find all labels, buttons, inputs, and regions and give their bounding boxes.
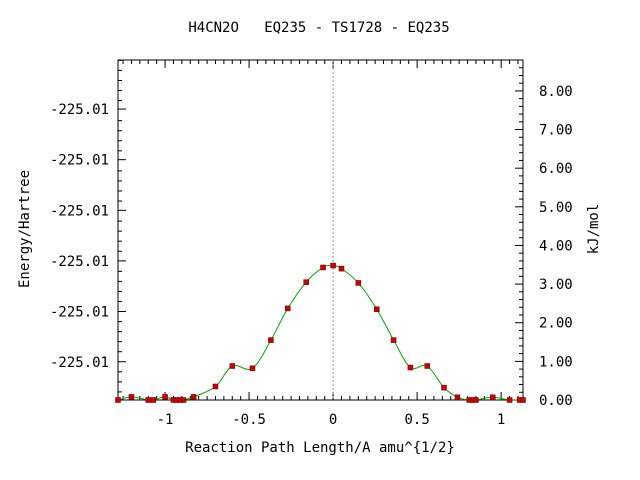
x-axis-label: Reaction Path Length/A amu^{1/2} — [185, 440, 455, 456]
data-point-marker — [212, 383, 219, 390]
y1-tick-label: -225.01 — [50, 102, 109, 118]
data-point-marker — [390, 337, 397, 343]
data-point-marker — [180, 397, 187, 403]
x-tick-label: 1 — [497, 412, 505, 428]
y-axis-label: Energy/Hartree — [17, 170, 33, 288]
data-point-marker — [145, 397, 151, 403]
y2-tick-label: 3.00 — [539, 277, 573, 293]
y2-tick-label: 0.00 — [539, 393, 573, 409]
y2-tick-label: 2.00 — [539, 316, 573, 332]
data-point-marker — [303, 279, 309, 285]
data-point-marker — [128, 394, 135, 400]
y2-tick-label: 1.00 — [539, 354, 573, 370]
y2-tick-label: 7.00 — [539, 123, 573, 139]
data-point-marker — [424, 363, 430, 369]
data-point-marker — [249, 365, 256, 372]
data-point-marker — [454, 394, 461, 401]
y1-tick-label: -225.01 — [50, 305, 109, 321]
y2-axis-label: kJ/mol — [586, 204, 602, 255]
x-tick-label: -1 — [157, 412, 174, 428]
x-tick-label: -0.5 — [232, 412, 266, 428]
chart-title: H4CN2O EQ235 - TS1728 - EQ235 — [188, 20, 449, 36]
axes-layer: -1 -0.5 0 0.5 1 0.00 1.00 2.00 3.00 4.00 5.00 6.00 7… — [50, 59, 573, 428]
data-point-marker — [374, 306, 380, 312]
data-point-marker — [355, 280, 362, 286]
data-point-marker — [150, 397, 157, 403]
y1-tick-label: -225.01 — [50, 153, 109, 169]
data-point-marker — [441, 384, 447, 391]
data-point-marker — [506, 397, 513, 403]
data-point-marker — [330, 262, 336, 269]
y2-tick-label: 8.00 — [539, 84, 573, 100]
energy-curve-line — [117, 264, 523, 401]
data-point-marker — [284, 305, 291, 312]
data-point-marker — [268, 337, 274, 343]
data-point-marker — [115, 397, 121, 403]
data-point-marker — [490, 394, 496, 401]
y1-tick-label: -225.01 — [50, 203, 109, 219]
data-point-marker — [338, 265, 345, 272]
y2-tick-label: 6.00 — [539, 161, 573, 177]
x-tick-label: 0.5 — [404, 412, 429, 428]
data-point-marker — [520, 397, 526, 403]
data-point-marker — [229, 363, 236, 369]
data-point-marker — [320, 264, 326, 271]
data-point-marker — [190, 394, 197, 400]
x-tick-label: 0 — [329, 412, 337, 428]
data-markers — [115, 262, 526, 403]
y2-tick-label: 5.00 — [539, 200, 573, 216]
data-point-marker — [162, 394, 168, 400]
y1-tick-label: -225.01 — [50, 355, 109, 371]
y1-tick-label: -225.01 — [50, 254, 109, 270]
y2-tick-label: 4.00 — [539, 238, 573, 254]
plot-frame — [117, 59, 524, 401]
data-point-marker — [407, 364, 414, 371]
data-point-marker — [473, 397, 479, 403]
